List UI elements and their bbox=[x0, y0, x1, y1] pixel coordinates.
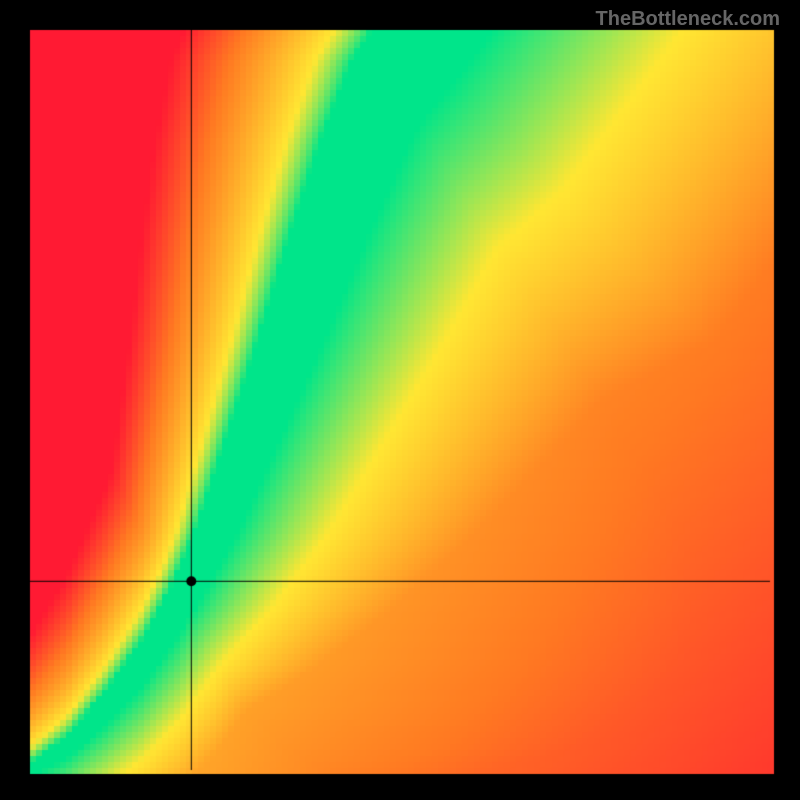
bottleneck-heatmap bbox=[0, 0, 800, 800]
chart-container: TheBottleneck.com bbox=[0, 0, 800, 800]
watermark-text: TheBottleneck.com bbox=[596, 8, 780, 31]
